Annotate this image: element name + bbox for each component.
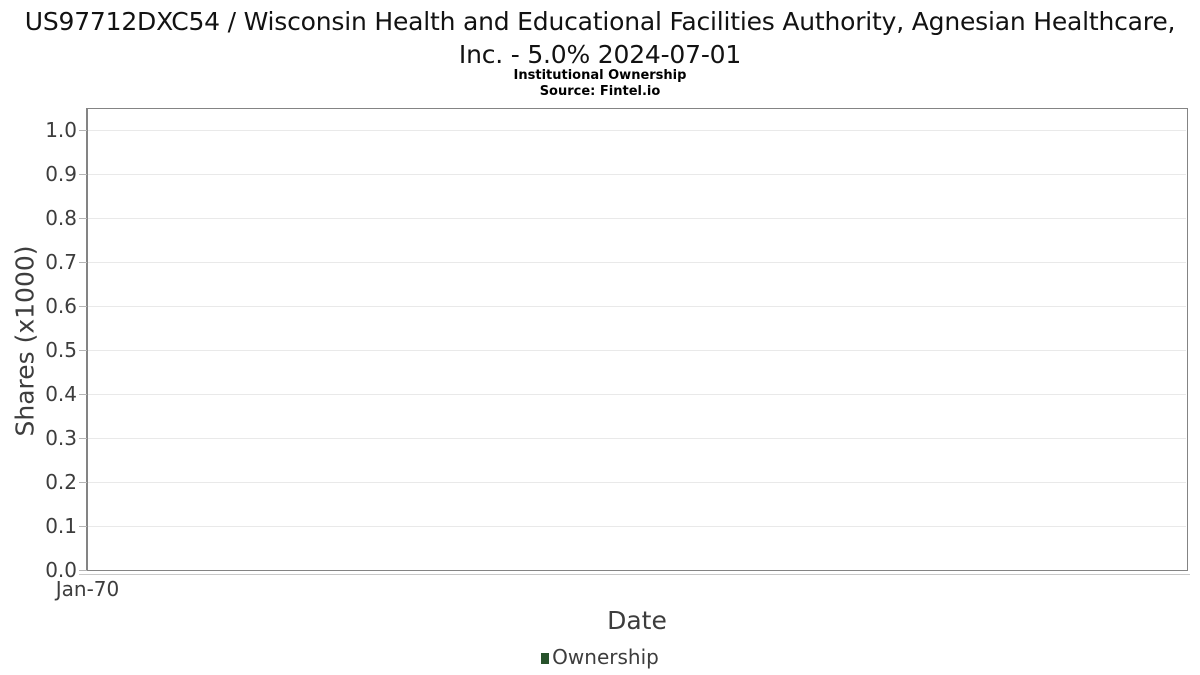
gridline [88, 262, 1186, 263]
y-tick-mark [79, 482, 87, 483]
y-tick-label: 0.1 [45, 514, 77, 538]
y-tick-mark [79, 174, 87, 175]
y-tick-label: 0.4 [45, 382, 77, 406]
y-tick-mark [79, 130, 87, 131]
x-tick-label: Jan-70 [55, 577, 120, 601]
y-tick-mark [79, 306, 87, 307]
y-tick-label: 1.0 [45, 118, 77, 142]
legend-label: Ownership [552, 645, 659, 669]
y-tick-label: 0.3 [45, 426, 77, 450]
y-tick-mark [79, 218, 87, 219]
y-tick-label: 0.9 [45, 162, 77, 186]
legend-item-ownership[interactable]: Ownership [541, 645, 659, 669]
plot-area [86, 108, 1188, 571]
x-axis-title: Date [607, 606, 667, 635]
y-tick-label: 0.2 [45, 470, 77, 494]
gridline [88, 438, 1186, 439]
gridline [88, 350, 1186, 351]
legend: Ownership [0, 645, 1200, 669]
gridline [88, 218, 1186, 219]
y-tick-mark [79, 570, 87, 571]
y-tick-label: 0.6 [45, 294, 77, 318]
y-tick-mark [79, 438, 87, 439]
x-axis-line [79, 574, 1190, 575]
chart-source: Source: Fintel.io [539, 84, 661, 99]
y-tick-mark [79, 262, 87, 263]
gridline [88, 482, 1186, 483]
gridline [88, 394, 1186, 395]
y-tick-mark [79, 350, 87, 351]
gridline [88, 130, 1186, 131]
chart-title: US97712DXC54 / Wisconsin Health and Educ… [24, 7, 1176, 69]
chart-subtitle: Institutional Ownership [513, 68, 687, 83]
y-tick-label: 0.7 [45, 250, 77, 274]
gridline [88, 526, 1186, 527]
series-marker-icon [541, 652, 550, 664]
y-tick-label: 0.0 [45, 558, 77, 582]
y-tick-label: 0.5 [45, 338, 77, 362]
y-tick-label: 0.8 [45, 206, 77, 230]
gridline [88, 306, 1186, 307]
gridline [88, 174, 1186, 175]
y-tick-mark [79, 394, 87, 395]
y-tick-mark [79, 526, 87, 527]
